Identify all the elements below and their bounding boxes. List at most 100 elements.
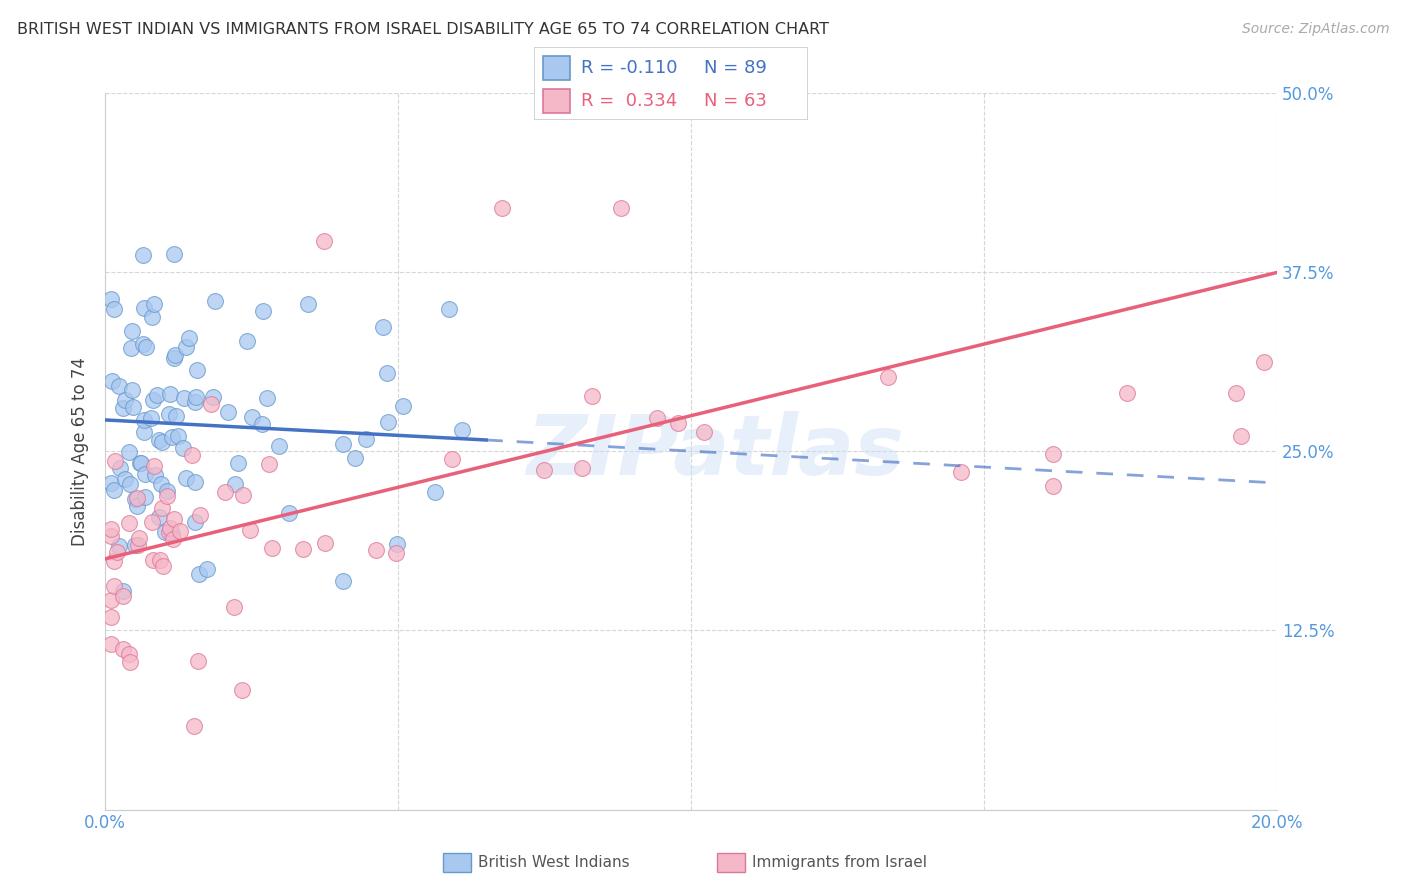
Point (107, 378, 129, 392)
Point (214, 484, 236, 499)
Point (1253, 354, 1275, 368)
Point (451, 423, 474, 437)
Point (239, 523, 262, 537)
Point (354, 432, 377, 446)
Point (114, 472, 136, 486)
Point (125, 491, 148, 505)
Point (141, 411, 163, 425)
Point (124, 538, 146, 552)
Point (100, 610, 122, 624)
Point (118, 476, 141, 491)
Point (155, 489, 177, 503)
Point (127, 537, 149, 551)
Point (256, 392, 278, 406)
Point (195, 562, 218, 576)
Point (149, 553, 172, 567)
Point (571, 461, 593, 475)
Point (377, 415, 399, 429)
Point (104, 454, 127, 468)
FancyBboxPatch shape (543, 89, 569, 113)
Point (121, 324, 143, 338)
Point (250, 417, 273, 431)
Point (100, 637, 122, 651)
Point (152, 559, 174, 574)
Point (1042, 447, 1064, 461)
Point (167, 429, 190, 443)
Point (163, 351, 186, 365)
Point (297, 297, 319, 311)
Point (100, 293, 122, 307)
Point (103, 554, 125, 568)
Point (118, 655, 141, 669)
Point (224, 477, 246, 491)
Point (610, 201, 633, 215)
Point (162, 532, 184, 546)
Point (100, 529, 122, 543)
Point (141, 310, 163, 324)
Point (157, 407, 180, 421)
Point (143, 459, 166, 474)
Point (128, 531, 150, 545)
Point (134, 425, 156, 439)
Point (163, 512, 186, 526)
FancyBboxPatch shape (534, 47, 808, 120)
Point (172, 441, 194, 455)
Y-axis label: Disability Age 65 to 74: Disability Age 65 to 74 (72, 357, 89, 546)
Point (187, 654, 209, 668)
Point (188, 508, 211, 523)
Point (145, 388, 167, 402)
Text: British West Indians: British West Indians (478, 855, 630, 870)
Point (160, 526, 183, 541)
Point (121, 400, 143, 414)
Point (315, 535, 337, 549)
Point (385, 537, 408, 551)
Point (159, 386, 181, 401)
Point (666, 416, 689, 430)
Point (371, 319, 394, 334)
Point (877, 370, 900, 384)
Point (440, 451, 463, 466)
Point (260, 541, 283, 556)
Point (120, 341, 142, 355)
Point (149, 477, 172, 491)
Point (186, 363, 208, 377)
Text: N = 89: N = 89 (704, 59, 768, 77)
Point (176, 340, 198, 354)
Text: R =  0.334: R = 0.334 (581, 92, 678, 110)
Point (184, 390, 207, 404)
Point (231, 683, 253, 698)
Point (581, 389, 603, 403)
Point (344, 450, 367, 465)
Point (129, 456, 152, 470)
Point (177, 331, 200, 345)
Point (228, 456, 250, 470)
Point (165, 348, 187, 362)
Point (103, 302, 125, 317)
Point (112, 401, 135, 415)
Point (200, 397, 222, 411)
Point (142, 393, 165, 408)
Text: Immigrants from Israel: Immigrants from Israel (752, 855, 927, 870)
Point (184, 475, 207, 489)
Point (118, 647, 141, 661)
Point (375, 366, 398, 380)
Point (252, 304, 274, 318)
Point (118, 516, 141, 531)
Point (278, 507, 301, 521)
Point (101, 374, 124, 388)
Point (148, 509, 170, 524)
Point (108, 539, 131, 553)
Point (159, 525, 181, 540)
Point (165, 409, 187, 423)
Point (259, 457, 281, 471)
Point (141, 515, 163, 529)
Text: N = 63: N = 63 (704, 92, 768, 110)
Point (949, 465, 972, 479)
Point (121, 383, 143, 397)
Point (169, 524, 191, 538)
Text: R = -0.110: R = -0.110 (581, 59, 678, 77)
Point (125, 499, 148, 513)
Point (202, 390, 225, 404)
Point (100, 476, 122, 491)
Text: Source: ZipAtlas.com: Source: ZipAtlas.com (1241, 22, 1389, 37)
